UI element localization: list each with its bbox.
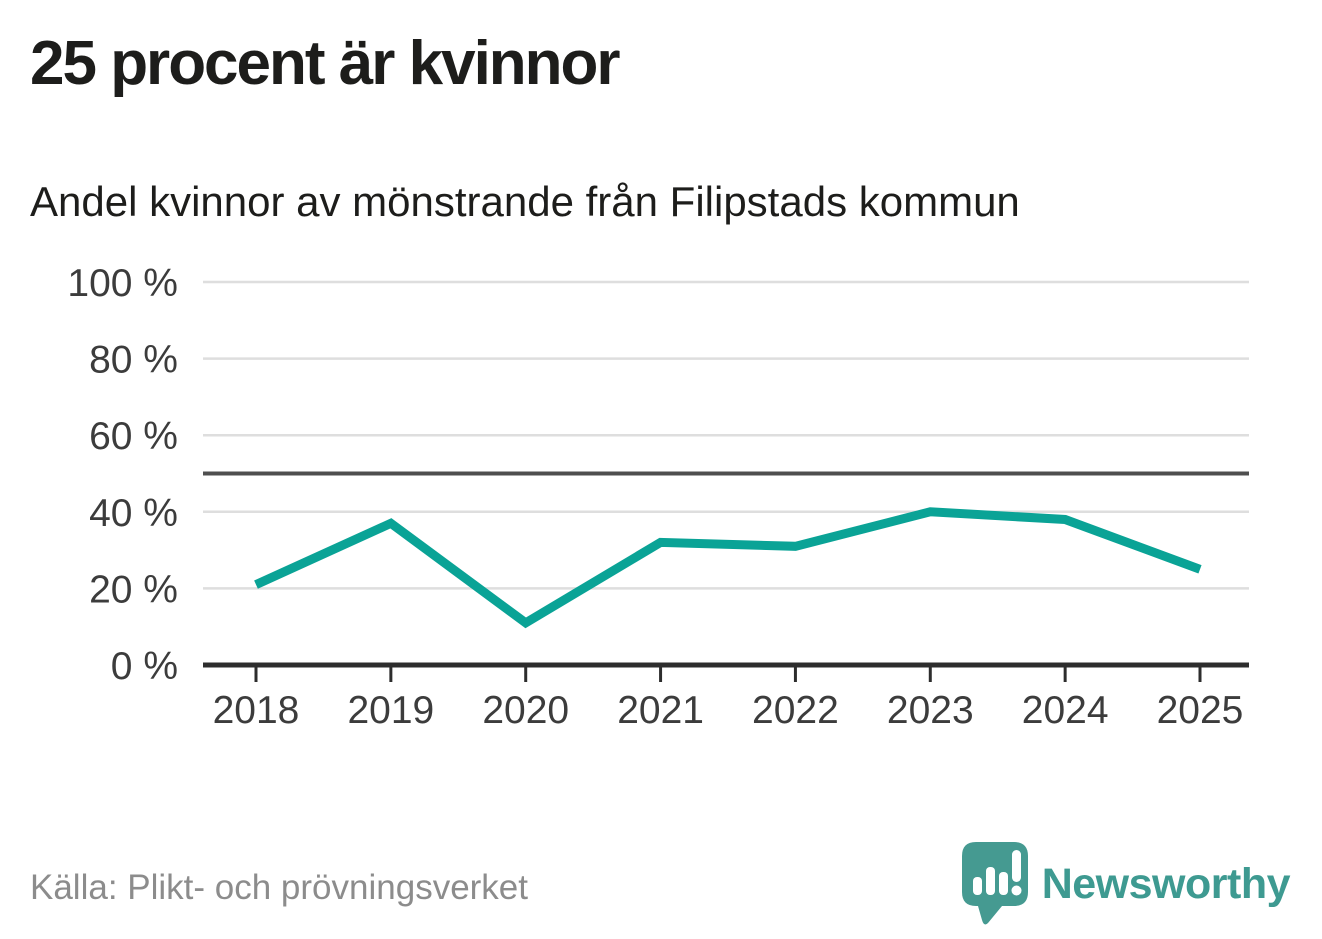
y-axis-tick-labels: 0 % 20 % 40 % 60 % 80 % 100 %	[67, 262, 178, 688]
y-tick-label-20: 20 %	[89, 568, 178, 611]
x-axis-tick-labels: 2018 2019 2020 2021 2022 2023 2024 2025	[213, 689, 1244, 732]
newsworthy-speech-bubble-barchart-icon	[961, 842, 1028, 925]
x-tick-label-2019: 2019	[347, 689, 434, 732]
source-note: Källa: Plikt- och prövningsverket	[30, 868, 528, 907]
x-tick-label-2025: 2025	[1157, 689, 1244, 732]
x-tick-label-2023: 2023	[887, 689, 974, 732]
chart-subtitle: Andel kvinnor av mönstrande från Filipst…	[30, 178, 1020, 225]
x-tick-label-2022: 2022	[752, 689, 839, 732]
y-tick-label-80: 80 %	[89, 339, 178, 382]
y-tick-label-100: 100 %	[67, 262, 178, 305]
x-tick-label-2024: 2024	[1022, 689, 1109, 732]
gridlines	[203, 280, 1249, 590]
series-line	[254, 507, 1202, 629]
x-tick-label-2021: 2021	[617, 689, 704, 732]
x-axis	[203, 662, 1249, 682]
newsworthy-logo: Newsworthy	[961, 842, 1291, 926]
page-title: 25 procent är kvinnor	[30, 29, 621, 98]
y-tick-label-40: 40 %	[89, 492, 178, 535]
y-tick-label-60: 60 %	[89, 415, 178, 458]
y-tick-label-0: 0 %	[111, 645, 178, 688]
newsworthy-wordmark: Newsworthy	[1041, 859, 1291, 908]
x-tick-label-2020: 2020	[482, 689, 569, 732]
data-line-series	[254, 507, 1202, 629]
x-tick-label-2018: 2018	[213, 689, 300, 732]
